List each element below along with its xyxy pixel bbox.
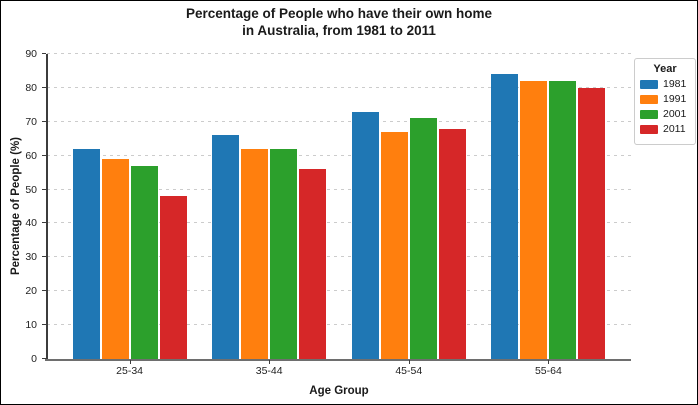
legend-label: 1991 xyxy=(663,93,687,105)
x-tick-mark xyxy=(548,360,550,364)
y-tick-label: 10 xyxy=(25,319,37,332)
bar-1991-35-44 xyxy=(241,148,269,359)
x-tick-mark xyxy=(408,360,410,364)
bar-group-35-44 xyxy=(212,54,327,359)
legend-swatch-1981 xyxy=(640,80,658,89)
bar-1981-55-64 xyxy=(491,74,519,359)
y-axis-spine xyxy=(46,54,48,359)
legend-item-1981: 1981 xyxy=(640,79,690,90)
x-tick-label: 45-54 xyxy=(395,365,423,377)
y-tick-mark xyxy=(42,222,46,224)
bar-2001-45-54 xyxy=(409,118,437,359)
gridline-40 xyxy=(47,222,631,224)
y-axis-ticks: 0 10 20 30 40 50 60 70 80 90 xyxy=(1,49,47,364)
y-tick-label: 20 xyxy=(25,285,37,298)
gridline-50 xyxy=(47,188,631,190)
legend-label: 1981 xyxy=(663,78,687,90)
y-tick-label: 80 xyxy=(25,81,37,94)
y-tick-label: 50 xyxy=(25,183,37,196)
legend-label: 2011 xyxy=(663,123,686,135)
y-tick-mark xyxy=(42,53,46,54)
legend-item-2001: 2001 xyxy=(640,109,690,120)
bar-1991-45-54 xyxy=(380,131,408,359)
x-tick-35-44: 35-44 xyxy=(212,360,326,377)
bar-2011-55-64 xyxy=(578,87,606,359)
x-axis-title: Age Group xyxy=(309,385,369,397)
bar-group-55-64 xyxy=(491,54,606,359)
bar-1981-45-54 xyxy=(351,111,379,359)
bar-group-45-54 xyxy=(351,54,466,359)
legend-item-2011: 2011 xyxy=(640,124,690,135)
legend-swatch-2001 xyxy=(640,110,658,119)
bar-2001-25-34 xyxy=(130,165,158,359)
legend: Year 1981 1991 2001 2011 xyxy=(634,58,696,145)
y-tick-mark xyxy=(42,154,46,156)
x-tick-mark xyxy=(269,360,271,364)
y-tick-label: 0 xyxy=(31,353,37,365)
y-tick-mark xyxy=(42,120,46,122)
chart-title: Percentage of People who have their own … xyxy=(185,6,493,38)
y-tick-mark xyxy=(42,188,46,190)
gridline-60 xyxy=(47,154,631,156)
legend-swatch-2011 xyxy=(640,125,658,134)
bar-1991-55-64 xyxy=(520,81,548,359)
legend-swatch-1991 xyxy=(640,95,658,104)
x-axis-spine xyxy=(45,359,631,361)
x-tick-55-64: 55-64 xyxy=(491,360,605,377)
y-tick-label: 60 xyxy=(25,149,37,162)
gridline-30 xyxy=(47,256,631,258)
y-tick-mark xyxy=(42,324,46,326)
x-tick-mark xyxy=(129,360,131,364)
bar-2001-35-44 xyxy=(270,148,298,359)
x-tick-25-34: 25-34 xyxy=(73,360,187,377)
y-tick-mark xyxy=(42,86,46,88)
bar-1981-25-34 xyxy=(72,148,100,359)
y-tick-mark xyxy=(42,290,46,292)
bar-1991-25-34 xyxy=(101,159,129,359)
legend-item-1991: 1991 xyxy=(640,94,690,105)
gridline-10 xyxy=(47,324,631,326)
y-tick-mark xyxy=(42,256,46,258)
legend-items: 1981 1991 2001 2011 xyxy=(640,79,690,135)
x-tick-label: 35-44 xyxy=(255,365,283,377)
gridline-70 xyxy=(47,120,631,122)
y-tick-label: 40 xyxy=(25,217,37,230)
gridline-20 xyxy=(47,290,631,292)
y-tick-mark xyxy=(42,358,46,359)
bar-2011-35-44 xyxy=(299,169,327,359)
bar-group-25-34 xyxy=(72,54,187,359)
gridline-90 xyxy=(47,53,631,54)
plot-area xyxy=(45,53,631,361)
x-tick-45-54: 45-54 xyxy=(352,360,466,377)
legend-title: Year xyxy=(653,63,677,75)
y-tick-label: 70 xyxy=(25,115,37,128)
bar-1981-35-44 xyxy=(212,135,240,359)
bar-2011-45-54 xyxy=(438,128,466,359)
bar-2001-55-64 xyxy=(549,81,577,359)
gridline-80 xyxy=(47,86,631,88)
x-axis-ticks: 25-34 35-44 45-54 55-64 xyxy=(47,360,631,377)
x-tick-label: 55-64 xyxy=(534,365,562,377)
x-tick-label: 25-34 xyxy=(116,365,144,377)
y-tick-label: 30 xyxy=(25,251,37,264)
legend-label: 2001 xyxy=(663,108,687,120)
bar-groups xyxy=(47,54,631,359)
y-tick-label: 90 xyxy=(25,48,37,60)
bar-2011-25-34 xyxy=(159,196,187,359)
